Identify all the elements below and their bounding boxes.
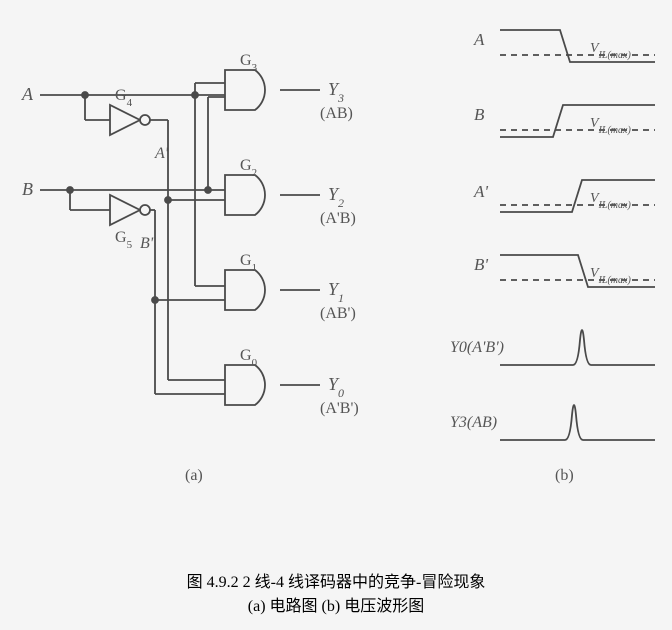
y1-label: Y1 <box>328 279 344 305</box>
y0-expr: (A'B') <box>320 400 359 417</box>
sub-b-label: (b) <box>555 467 574 484</box>
vil-b: VIL(max) <box>590 116 631 136</box>
vil-a: VIL(max) <box>590 41 631 61</box>
a-prime-label: A' <box>154 145 169 162</box>
caption-sub: (a) 电路图 (b) 电压波形图 <box>0 592 672 616</box>
wave-ap-label: A' <box>473 182 488 201</box>
gate-g5-label: G5 <box>115 229 133 251</box>
figure-container: A B G4 A' <box>0 0 672 630</box>
wave-b-label: B <box>474 105 485 124</box>
y0-label: Y0 <box>328 374 344 400</box>
input-b-label: B <box>22 179 33 199</box>
wave-a-label: A <box>473 30 485 49</box>
b-prime-label: B' <box>140 235 154 252</box>
vil-ap: VIL(max) <box>590 191 631 211</box>
circuit-diagram: A B G4 A' <box>21 52 359 484</box>
vil-bp: VIL(max) <box>590 266 631 286</box>
wave-y0-label: Y0(A'B') <box>450 339 504 356</box>
y2-label: Y2 <box>328 184 344 210</box>
caption-main: 图 4.9.2 2 线-4 线译码器中的竞争-冒险现象 <box>0 568 672 592</box>
y2-expr: (A'B) <box>320 210 356 227</box>
diagram-svg: A B G4 A' <box>0 0 672 560</box>
input-a-label: A <box>21 84 34 104</box>
sub-a-label: (a) <box>185 467 203 484</box>
y3-expr: (AB) <box>320 105 353 122</box>
y1-expr: (AB') <box>320 305 356 322</box>
figure-caption: 图 4.9.2 2 线-4 线译码器中的竞争-冒险现象 (a) 电路图 (b) … <box>0 568 672 616</box>
waveform-diagram: A VIL(max) B VIL(max) A' VIL(max) <box>450 30 655 484</box>
wave-bp-label: B' <box>474 255 488 274</box>
gate-g4-label: G4 <box>115 87 133 109</box>
gate-g5-sub: 5 <box>127 239 133 251</box>
wave-y3-label: Y3(AB) <box>450 414 497 431</box>
gate-g4-sub: 4 <box>127 97 133 109</box>
y3-label: Y3 <box>328 79 344 105</box>
